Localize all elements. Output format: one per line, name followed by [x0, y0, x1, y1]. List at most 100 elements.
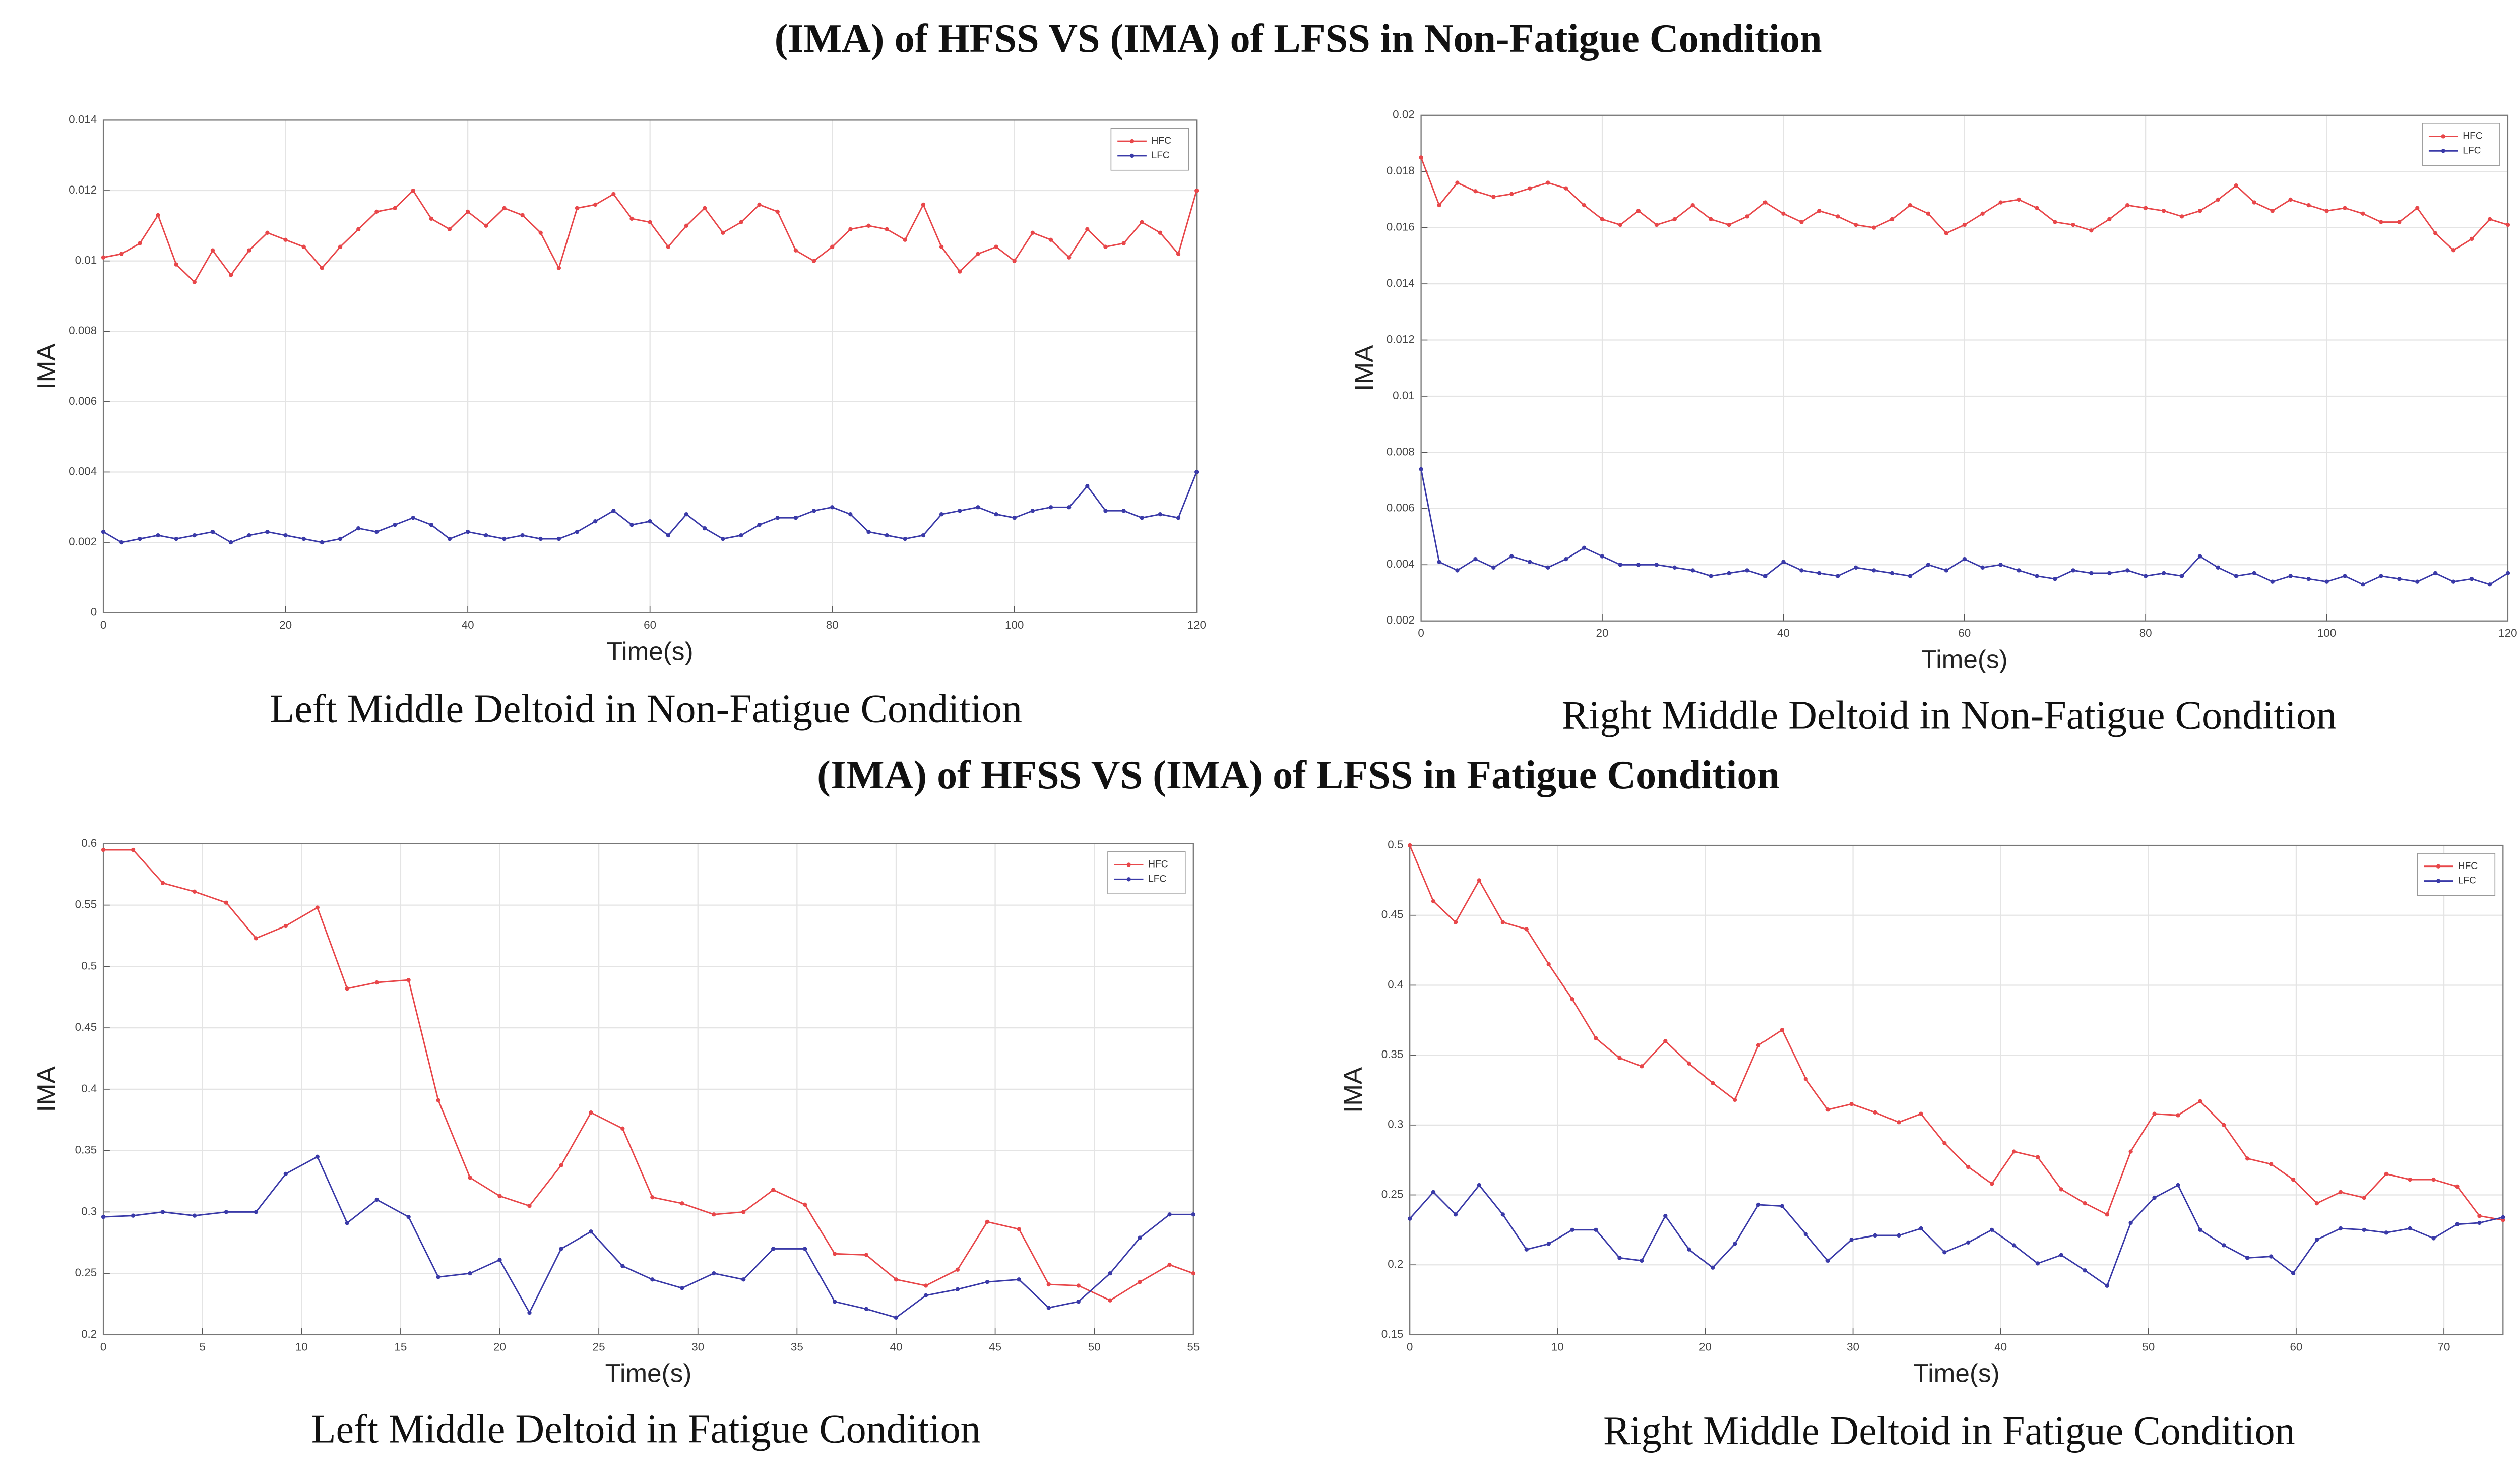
- y-tick-label: 0.018: [1387, 164, 1415, 177]
- data-point: [559, 1247, 563, 1251]
- data-point: [1176, 516, 1181, 520]
- y-tick-label: 0.45: [75, 1021, 97, 1033]
- x-tick-label: 60: [1958, 627, 1971, 639]
- legend-label: LFC: [1152, 150, 1170, 161]
- data-point: [101, 529, 106, 534]
- data-point: [138, 536, 142, 541]
- x-axis-label: Time(s): [1921, 645, 2008, 673]
- data-point: [666, 533, 670, 538]
- data-point: [2487, 217, 2492, 222]
- data-point: [210, 529, 215, 534]
- data-point: [1825, 1258, 1830, 1263]
- plot-frame: [1409, 844, 2504, 1336]
- x-tick-label: 0: [1418, 627, 1424, 639]
- data-point: [320, 266, 325, 270]
- x-tick-label: 30: [1847, 1340, 1859, 1353]
- data-point: [1780, 1028, 1785, 1032]
- data-point: [436, 1098, 440, 1102]
- data-point: [1437, 203, 1441, 208]
- data-point: [811, 509, 816, 513]
- data-point: [468, 1176, 472, 1180]
- data-point: [575, 529, 580, 534]
- data-point: [1121, 509, 1126, 513]
- data-point: [1998, 200, 2003, 205]
- chart: 0.15 0.2 0.25 0.3 0.35 0.4 0.45 0.5 0 10 20 30 40 50 6…: [1339, 838, 2505, 1453]
- data-point: [1167, 1212, 1172, 1217]
- x-tick-label: 10: [295, 1340, 308, 1353]
- data-point: [2128, 1220, 2133, 1225]
- y-tick-label: 0.008: [1387, 445, 1415, 458]
- data-point: [283, 533, 288, 538]
- x-axis-label: Time(s): [1913, 1359, 2000, 1388]
- data-point: [680, 1201, 684, 1206]
- data-point: [2083, 1201, 2087, 1206]
- data-point: [739, 220, 743, 225]
- data-point: [2291, 1271, 2296, 1276]
- data-point: [1528, 560, 1532, 564]
- data-point: [301, 244, 306, 249]
- y-tick-label: 0.3: [81, 1205, 97, 1217]
- data-point: [1076, 1283, 1081, 1288]
- data-point: [1803, 1232, 1808, 1236]
- data-point: [2017, 197, 2021, 202]
- data-point: [2125, 568, 2130, 573]
- data-point: [1825, 1107, 1830, 1112]
- data-point: [1017, 1227, 1021, 1231]
- data-point: [320, 540, 325, 545]
- data-point: [2314, 1201, 2319, 1206]
- x-tick-label: 40: [1994, 1340, 2007, 1353]
- x-tick-label: 120: [2498, 627, 2517, 639]
- data-point: [406, 977, 411, 982]
- data-point: [923, 1283, 928, 1288]
- data-point: [1017, 1277, 1021, 1282]
- chart-caption: Left Middle Deltoid in Fatigue Condition: [311, 1407, 981, 1452]
- y-tick-label: 0.2: [81, 1328, 97, 1340]
- data-point: [468, 1271, 472, 1276]
- data-point: [2059, 1253, 2064, 1257]
- data-point: [2269, 1162, 2274, 1166]
- data-point: [2143, 574, 2148, 578]
- data-point: [620, 1264, 625, 1268]
- data-point: [345, 1221, 349, 1225]
- data-point: [1919, 1226, 1923, 1231]
- legend-box: [2422, 123, 2500, 166]
- data-point: [1849, 1102, 1854, 1106]
- data-point: [1582, 545, 1587, 550]
- data-point: [520, 533, 525, 538]
- data-point: [393, 523, 397, 527]
- data-point: [864, 1307, 869, 1311]
- x-tick-label: 0: [100, 619, 106, 631]
- data-point: [1817, 571, 1822, 576]
- data-point: [1563, 556, 1568, 562]
- y-tick-label: 0.014: [1387, 277, 1415, 289]
- data-point: [356, 526, 361, 531]
- data-point: [2197, 209, 2202, 213]
- data-point: [2269, 1254, 2274, 1259]
- plot-frame: [102, 843, 1194, 1336]
- data-point: [739, 533, 743, 538]
- data-point: [156, 533, 160, 538]
- data-point: [2361, 582, 2365, 587]
- data-point: [1108, 1298, 1112, 1303]
- data-point: [2176, 1183, 2180, 1188]
- y-tick-label: 0: [91, 606, 97, 619]
- data-point: [1710, 1265, 1715, 1270]
- y-tick-label: 0.02: [1393, 108, 1415, 121]
- data-point: [160, 881, 165, 885]
- plot-area: [1410, 845, 2503, 1335]
- data-point: [593, 202, 598, 207]
- data-point: [1654, 222, 1659, 227]
- data-point: [1853, 222, 1858, 227]
- data-point: [101, 1214, 106, 1219]
- data-point: [1528, 186, 1532, 191]
- y-tick-label: 0.004: [1387, 558, 1415, 570]
- data-point: [119, 540, 124, 545]
- data-point: [1453, 1212, 1458, 1217]
- data-point: [1437, 560, 1441, 564]
- data-point: [712, 1271, 716, 1276]
- x-tick-label: 45: [989, 1340, 1001, 1353]
- data-point: [2362, 1227, 2366, 1232]
- data-point: [629, 523, 634, 527]
- data-point: [138, 241, 142, 245]
- data-point: [2179, 214, 2184, 219]
